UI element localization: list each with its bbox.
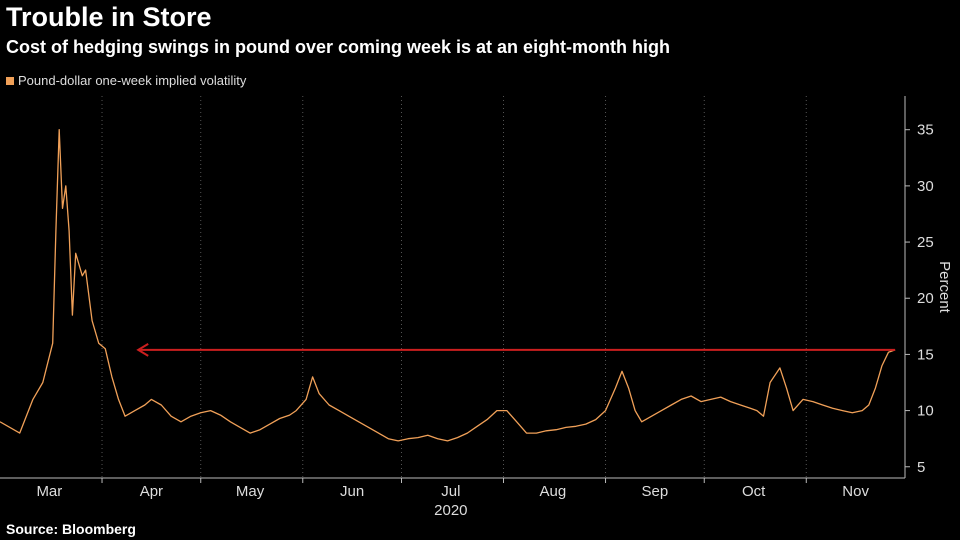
x-tick-label: Jun	[340, 483, 364, 500]
x-tick-label: Jul	[441, 483, 460, 500]
series-line	[0, 129, 896, 442]
legend-swatch	[6, 76, 14, 85]
y-tick-label: 5	[917, 459, 925, 476]
x-tick-label: May	[236, 483, 265, 500]
chart-title: Trouble in Store	[6, 2, 212, 32]
y-tick-label: 10	[917, 403, 934, 420]
source-note: Source: Bloomberg	[6, 521, 136, 537]
x-tick-label: Sep	[642, 483, 669, 500]
y-tick-label: 25	[917, 234, 934, 251]
legend-label: Pound-dollar one-week implied volatility	[18, 73, 247, 88]
x-tick-label: Apr	[140, 483, 163, 500]
x-year-label: 2020	[434, 502, 467, 519]
y-tick-label: 30	[917, 178, 934, 195]
chart-subtitle: Cost of hedging swings in pound over com…	[6, 37, 671, 57]
legend: Pound-dollar one-week implied volatility	[6, 73, 246, 88]
y-axis-title: Percent	[936, 261, 953, 314]
y-tick-label: 35	[917, 122, 934, 139]
x-tick-label: Aug	[540, 483, 567, 500]
x-tick-label: Oct	[742, 483, 766, 500]
y-tick-label: 20	[917, 290, 934, 307]
x-tick-label: Nov	[842, 483, 869, 500]
annotation-arrow-head	[136, 343, 149, 357]
x-tick-label: Mar	[36, 483, 62, 500]
y-tick-label: 15	[917, 346, 934, 363]
